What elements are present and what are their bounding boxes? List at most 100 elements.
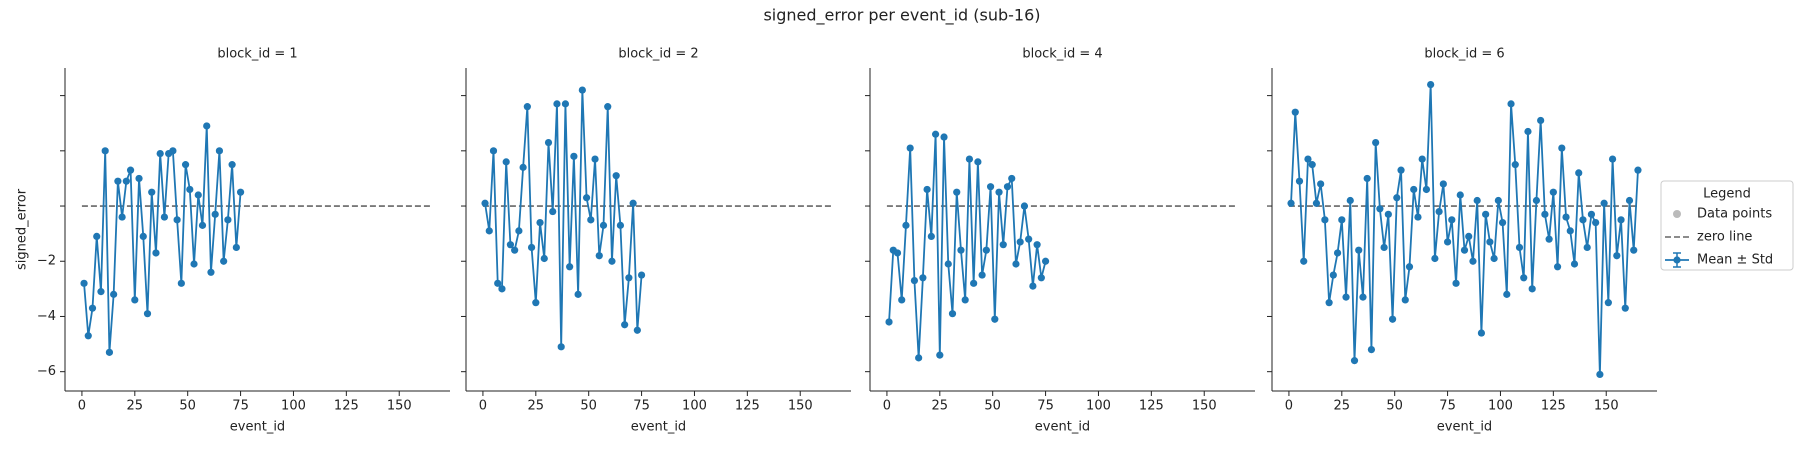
- data-point: [110, 290, 118, 298]
- data-point: [1482, 210, 1490, 218]
- data-point: [604, 103, 612, 111]
- x-tick-label: 50: [1386, 399, 1403, 414]
- data-point: [1532, 196, 1541, 205]
- data-point: [1422, 185, 1431, 194]
- data-point: [1456, 191, 1464, 199]
- data-point: [570, 152, 578, 160]
- data-point: [561, 100, 570, 108]
- data-point: [965, 155, 974, 163]
- x-tick-label: 0: [1285, 399, 1293, 414]
- data-point: [1587, 210, 1596, 218]
- data-point: [1630, 246, 1638, 254]
- data-point: [1346, 196, 1354, 205]
- x-tick-label: 75: [633, 399, 650, 414]
- data-point: [1376, 205, 1384, 213]
- x-tick-label: 0: [78, 399, 86, 414]
- data-point: [927, 232, 935, 241]
- data-point: [557, 343, 565, 351]
- data-point: [574, 290, 582, 298]
- data-point: [1545, 235, 1553, 243]
- data-point: [931, 130, 940, 138]
- data-point: [621, 321, 629, 329]
- data-point: [1384, 210, 1392, 218]
- data-point: [1037, 274, 1045, 282]
- data-point: [1460, 246, 1469, 254]
- data-point: [1304, 155, 1312, 163]
- data-point: [1025, 235, 1033, 243]
- data-point: [1511, 161, 1519, 169]
- data-point: [599, 221, 608, 229]
- data-point: [1537, 116, 1545, 125]
- data-point: [961, 296, 969, 304]
- data-point: [1625, 196, 1634, 205]
- x-tick-label: 100: [1488, 399, 1513, 414]
- data-point: [1520, 274, 1528, 282]
- data-point: [1613, 252, 1621, 260]
- y-tick-label: −4: [37, 309, 56, 324]
- data-point: [152, 249, 160, 257]
- data-point: [608, 257, 616, 265]
- panel-title: block_id = 1: [217, 47, 297, 62]
- data-point: [637, 271, 646, 279]
- x-tick-label: 0: [883, 399, 891, 414]
- data-point: [232, 243, 240, 252]
- data-point: [220, 257, 228, 265]
- x-axis-label: event_id: [230, 420, 285, 435]
- data-point: [1329, 271, 1337, 279]
- data-point: [944, 260, 952, 268]
- data-point: [1617, 216, 1625, 224]
- data-point: [489, 147, 498, 155]
- data-point: [566, 263, 574, 271]
- data-point: [1033, 241, 1041, 249]
- data-point: [506, 241, 515, 249]
- data-point: [936, 351, 944, 359]
- data-point: [173, 216, 181, 224]
- data-point: [207, 268, 215, 276]
- data-point: [93, 232, 101, 241]
- x-axis-label: event_id: [1035, 420, 1090, 435]
- x-tick-label: 100: [1086, 399, 1111, 414]
- data-point: [1608, 155, 1617, 163]
- data-point: [995, 188, 1003, 196]
- x-axis-label: event_id: [631, 420, 686, 435]
- x-tick-label: 75: [1439, 399, 1456, 414]
- legend-marker: [1673, 256, 1681, 264]
- data-point: [1020, 202, 1029, 210]
- data-point: [1448, 216, 1456, 224]
- data-point: [186, 185, 194, 194]
- x-tick-label: 0: [479, 399, 487, 414]
- series-line: [83, 125, 242, 353]
- data-point: [122, 177, 130, 185]
- legend-label: zero line: [1697, 230, 1752, 245]
- data-point: [169, 147, 177, 155]
- data-point: [1558, 144, 1566, 152]
- data-point: [215, 147, 224, 155]
- data-point: [228, 161, 236, 169]
- data-point: [97, 288, 105, 296]
- x-tick-label: 25: [932, 399, 949, 414]
- data-point: [940, 133, 948, 141]
- x-axis-label: event_id: [1437, 420, 1492, 435]
- data-point: [1342, 293, 1350, 301]
- data-point: [126, 166, 135, 174]
- data-point: [910, 276, 919, 285]
- data-point: [1579, 216, 1587, 224]
- data-point: [1528, 285, 1536, 293]
- data-point: [88, 304, 97, 312]
- data-point: [915, 354, 923, 362]
- data-point: [1469, 257, 1477, 265]
- data-point: [1452, 279, 1460, 287]
- data-point: [194, 191, 202, 199]
- data-point: [84, 332, 92, 340]
- figure-title: signed_error per event_id (sub-16): [763, 6, 1040, 26]
- data-point: [587, 216, 595, 224]
- x-tick-label: 25: [127, 399, 144, 414]
- data-point: [1596, 370, 1604, 379]
- data-point: [1363, 174, 1371, 183]
- data-point: [1388, 315, 1397, 323]
- data-point: [1321, 216, 1329, 224]
- data-point: [919, 274, 927, 282]
- legend-label: Data points: [1697, 207, 1772, 222]
- legend-label: Mean ± Std: [1697, 253, 1773, 268]
- legend-marker: [1673, 210, 1681, 218]
